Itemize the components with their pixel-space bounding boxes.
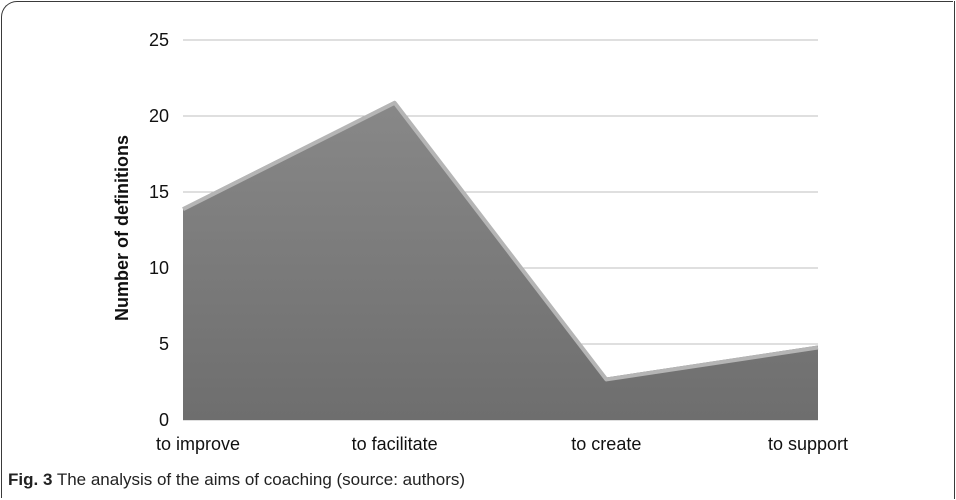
y-tick-label: 10 — [149, 258, 169, 278]
figure-frame-edge — [953, 1, 955, 499]
x-tick-labels: to improve to facilitate to create to suppo… — [156, 434, 848, 454]
x-tick-label: to support — [768, 434, 848, 454]
figure-label: Fig. 3 — [8, 470, 53, 489]
y-tick-label: 0 — [159, 410, 169, 430]
y-axis-title: Number of definitions — [112, 135, 132, 321]
x-tick-label: to facilitate — [352, 434, 438, 454]
area-fill — [183, 100, 818, 421]
area-chart: 0 5 10 15 20 25 to improve to facilitate to cre… — [112, 30, 848, 454]
y-tick-label: 15 — [149, 182, 169, 202]
y-tick-labels: 0 5 10 15 20 25 — [149, 30, 169, 430]
y-tick-label: 20 — [149, 106, 169, 126]
caption-text: The analysis of the aims of coaching (so… — [52, 470, 466, 489]
x-tick-label: to improve — [156, 434, 240, 454]
figure-caption: Fig. 3 The analysis of the aims of coach… — [8, 470, 465, 490]
y-tick-label: 5 — [159, 334, 169, 354]
y-tick-label: 25 — [149, 30, 169, 50]
area-top-edge — [182, 100, 819, 382]
area-series — [182, 100, 819, 421]
x-tick-label: to create — [571, 434, 641, 454]
